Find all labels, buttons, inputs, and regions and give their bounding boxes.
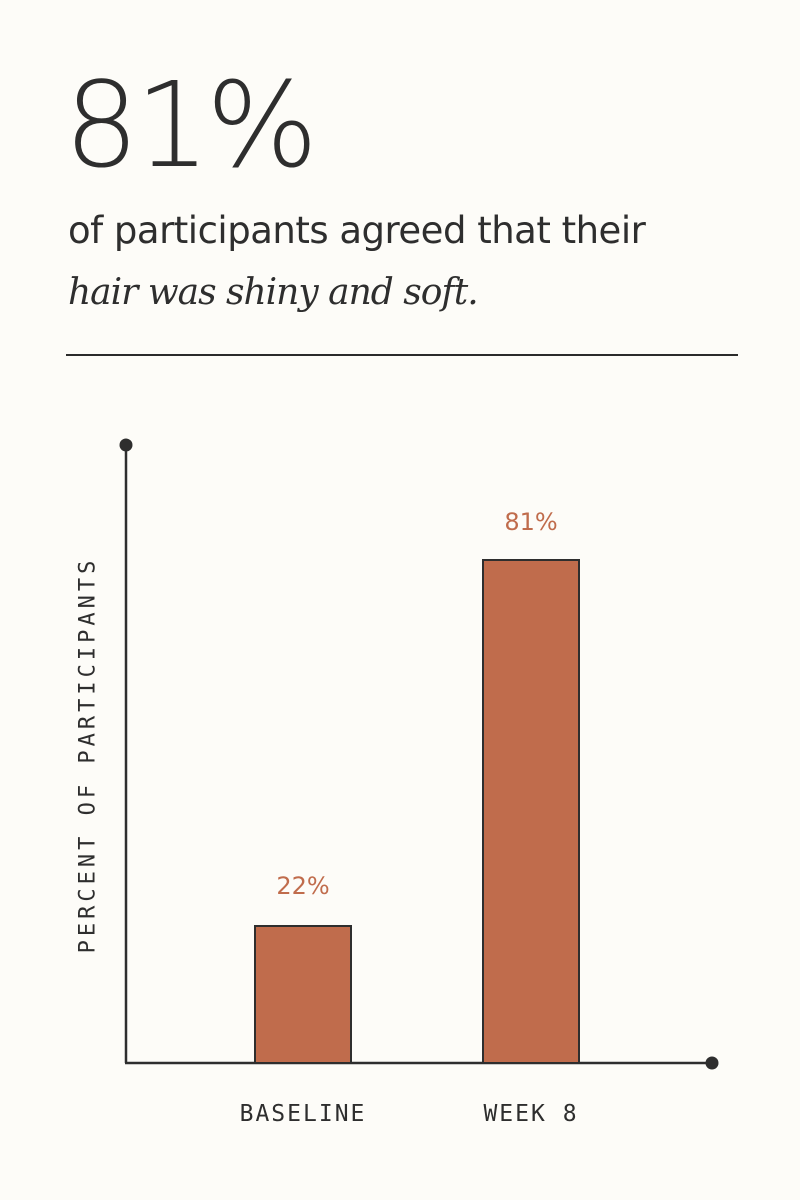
bar-baseline [254, 925, 352, 1064]
headline-stat: 81% [64, 56, 318, 194]
bar-value-week8: 81% [504, 508, 558, 536]
x-axis-end-dot-icon [705, 1056, 719, 1070]
headline-text-line2: hair was shiny and soft. [68, 272, 479, 313]
y-axis-end-dot-icon [119, 438, 133, 452]
bar-value-baseline: 22% [276, 872, 330, 900]
x-tick-baseline: BASELINE [239, 1101, 367, 1127]
divider [66, 354, 738, 356]
bar-week8 [482, 559, 580, 1064]
headline-text-line1: of participants agreed that their [68, 209, 646, 252]
y-axis-label: PERCENT OF PARTICIPANTS [75, 556, 101, 954]
x-tick-week8: WEEK 8 [483, 1101, 579, 1127]
